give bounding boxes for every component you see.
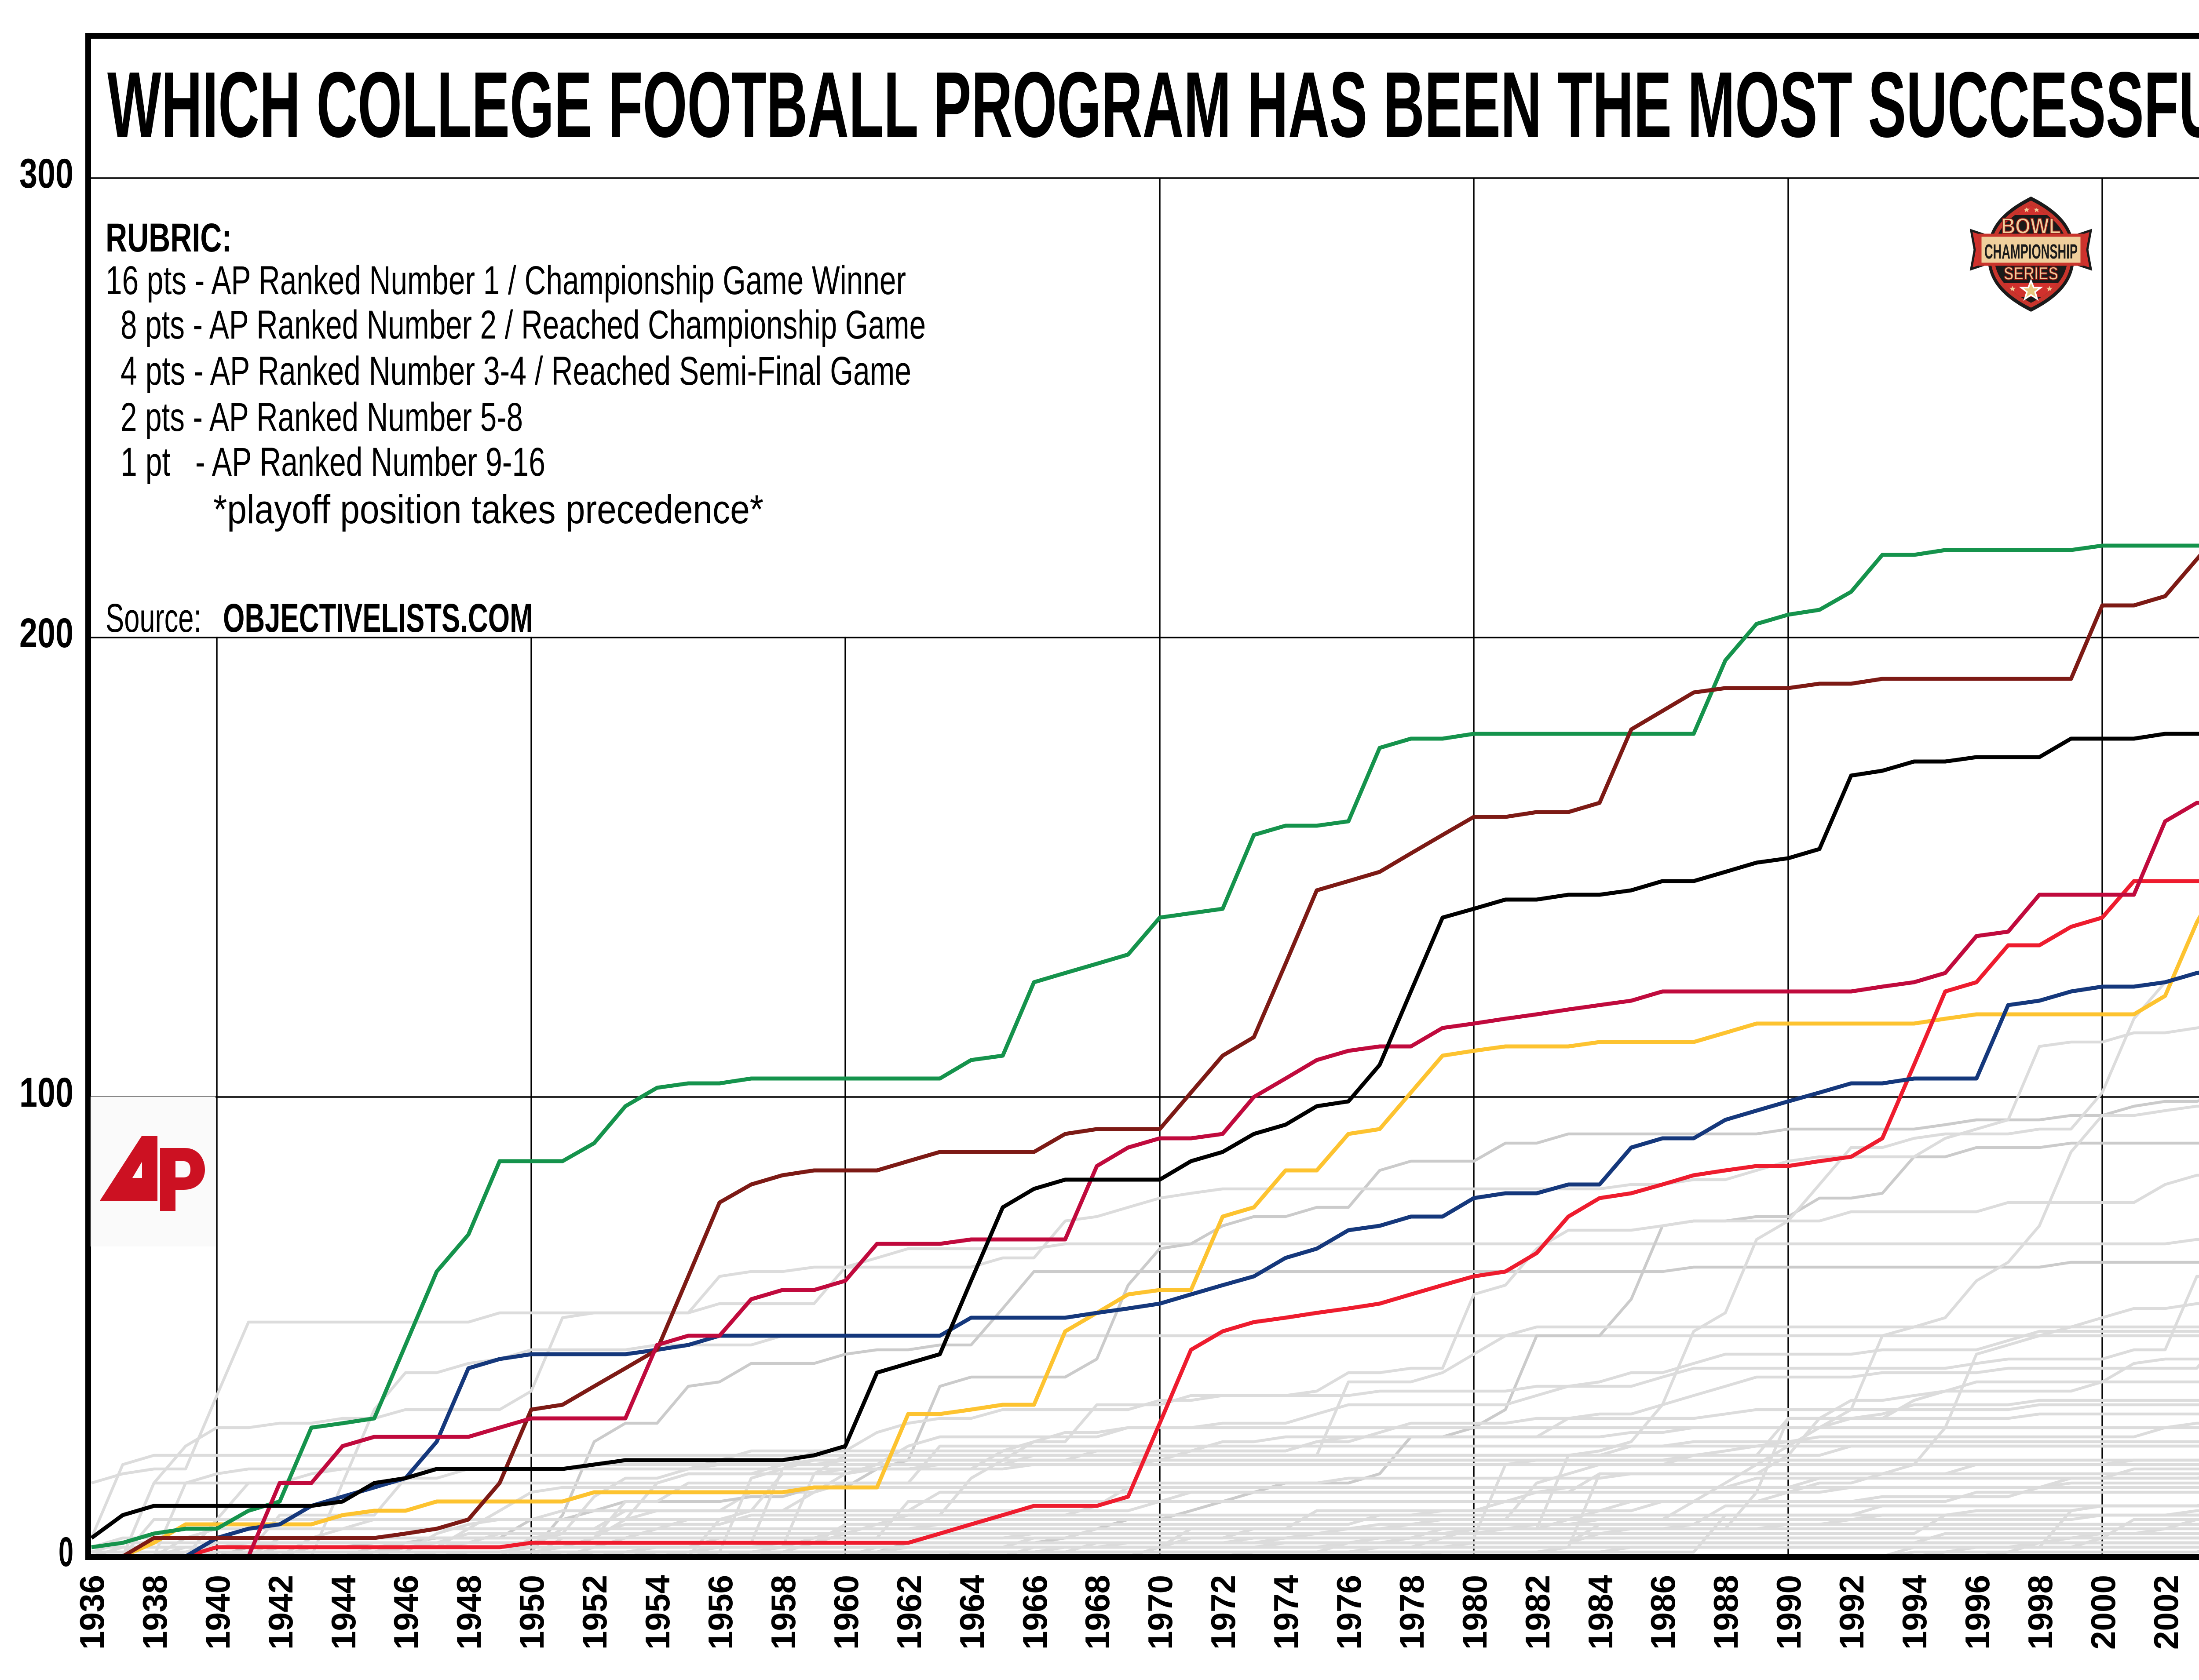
svg-text:1968: 1968 (1078, 1575, 1117, 1650)
svg-text:4 pts - AP Ranked Number 3-4 /: 4 pts - AP Ranked Number 3-4 / Reached S… (121, 349, 911, 394)
svg-text:1938: 1938 (135, 1575, 174, 1650)
svg-text:2002: 2002 (2147, 1575, 2185, 1650)
svg-text:1990: 1990 (1769, 1575, 1808, 1650)
svg-text:1954: 1954 (638, 1575, 677, 1650)
svg-text:1982: 1982 (1518, 1575, 1557, 1650)
svg-text:1972: 1972 (1204, 1575, 1242, 1650)
svg-text:1984: 1984 (1581, 1575, 1620, 1650)
svg-text:16 pts - AP Ranked Number 1 /: 16 pts - AP Ranked Number 1 / Championsh… (106, 258, 906, 303)
svg-text:1 pt - AP Ranked Number 9-16: 1 pt - AP Ranked Number 9-16 (121, 440, 545, 485)
svg-text:1964: 1964 (953, 1575, 991, 1650)
svg-text:0: 0 (58, 1529, 73, 1575)
svg-text:300: 300 (19, 150, 73, 197)
svg-text:1966: 1966 (1015, 1575, 1054, 1650)
svg-text:*playoff position takes preced: *playoff position takes precedence* (213, 487, 763, 532)
svg-text:1994: 1994 (1895, 1575, 1934, 1650)
svg-text:Source:: Source: (106, 596, 201, 641)
svg-text:1948: 1948 (449, 1575, 488, 1650)
svg-text:1940: 1940 (198, 1575, 237, 1650)
svg-text:1976: 1976 (1330, 1575, 1368, 1650)
svg-text:1946: 1946 (387, 1575, 425, 1650)
svg-text:1974: 1974 (1267, 1575, 1305, 1650)
svg-text:1944: 1944 (324, 1575, 363, 1650)
svg-text:200: 200 (19, 610, 73, 656)
svg-text:1986: 1986 (1644, 1575, 1682, 1650)
svg-text:CHAMPIONSHIP: CHAMPIONSHIP (1984, 240, 2078, 263)
svg-text:1952: 1952 (575, 1575, 614, 1650)
svg-text:RUBRIC:: RUBRIC: (106, 215, 232, 260)
svg-text:1978: 1978 (1392, 1575, 1431, 1650)
svg-text:1962: 1962 (890, 1575, 928, 1650)
svg-text:1942: 1942 (261, 1575, 300, 1650)
svg-text:1956: 1956 (701, 1575, 740, 1650)
svg-text:1980: 1980 (1455, 1575, 1494, 1650)
svg-text:WHICH COLLEGE FOOTBALL PROGRAM: WHICH COLLEGE FOOTBALL PROGRAM HAS BEEN … (107, 52, 2199, 157)
svg-text:1996: 1996 (1958, 1575, 1997, 1650)
svg-text:1950: 1950 (512, 1575, 551, 1650)
svg-text:1998: 1998 (2021, 1575, 2060, 1650)
svg-text:100: 100 (19, 1069, 73, 1116)
svg-text:2 pts - AP Ranked Number 5-8: 2 pts - AP Ranked Number 5-8 (121, 395, 523, 440)
svg-text:1960: 1960 (827, 1575, 866, 1650)
svg-text:8 pts - AP Ranked Number 2 / R: 8 pts - AP Ranked Number 2 / Reached Cha… (121, 302, 926, 347)
svg-text:OBJECTIVELISTS.COM: OBJECTIVELISTS.COM (223, 596, 533, 641)
svg-text:1970: 1970 (1141, 1575, 1180, 1650)
svg-text:1958: 1958 (764, 1575, 803, 1650)
svg-text:1936: 1936 (73, 1575, 111, 1650)
svg-text:1988: 1988 (1706, 1575, 1745, 1650)
svg-text:2000: 2000 (2084, 1575, 2122, 1650)
svg-text:1992: 1992 (1832, 1575, 1871, 1650)
